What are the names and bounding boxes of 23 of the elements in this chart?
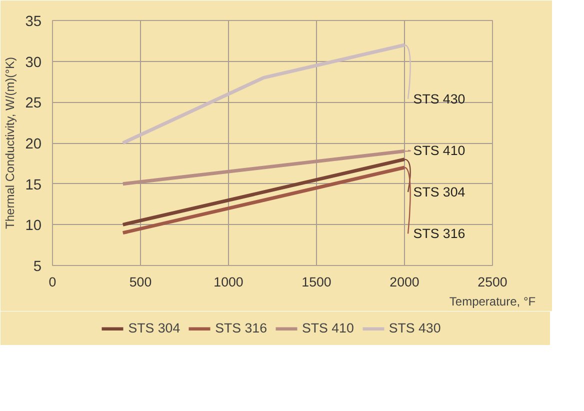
text: STS 316 (413, 226, 466, 242)
legend-label: STS 410 (413, 142, 466, 158)
y-tick-label: 25 (25, 96, 42, 112)
text: STS 410 (302, 320, 354, 336)
legend-label: STS 430 (388, 320, 441, 336)
y-tick-label: 10 (25, 218, 42, 234)
x-axis-title: Temperature, °F (449, 294, 536, 308)
x-tick-label: 1500 (302, 274, 332, 290)
y-tick-label: 15 (25, 177, 42, 194)
legend-label: STS 304 (128, 320, 180, 336)
legend-label: STS 316 (215, 320, 267, 336)
y-tick-label: 30 (25, 54, 42, 71)
y-axis-title: Thermal Conductivity, W/(m)(°K) (3, 57, 18, 229)
x-tick-label: 0 (48, 274, 56, 290)
text: STS 430 (413, 91, 466, 106)
x-tick-label: 1000 (214, 274, 244, 290)
text: STS 304 (413, 184, 466, 200)
y-tick-label: 35 (25, 14, 42, 30)
y-tick-label: 20 (25, 136, 42, 152)
x-tick-label: 2500 (478, 274, 508, 290)
x-tick-label: 500 (129, 274, 152, 290)
y-tick-label: 5 (33, 259, 42, 275)
x-tick-label: 2000 (390, 274, 420, 290)
